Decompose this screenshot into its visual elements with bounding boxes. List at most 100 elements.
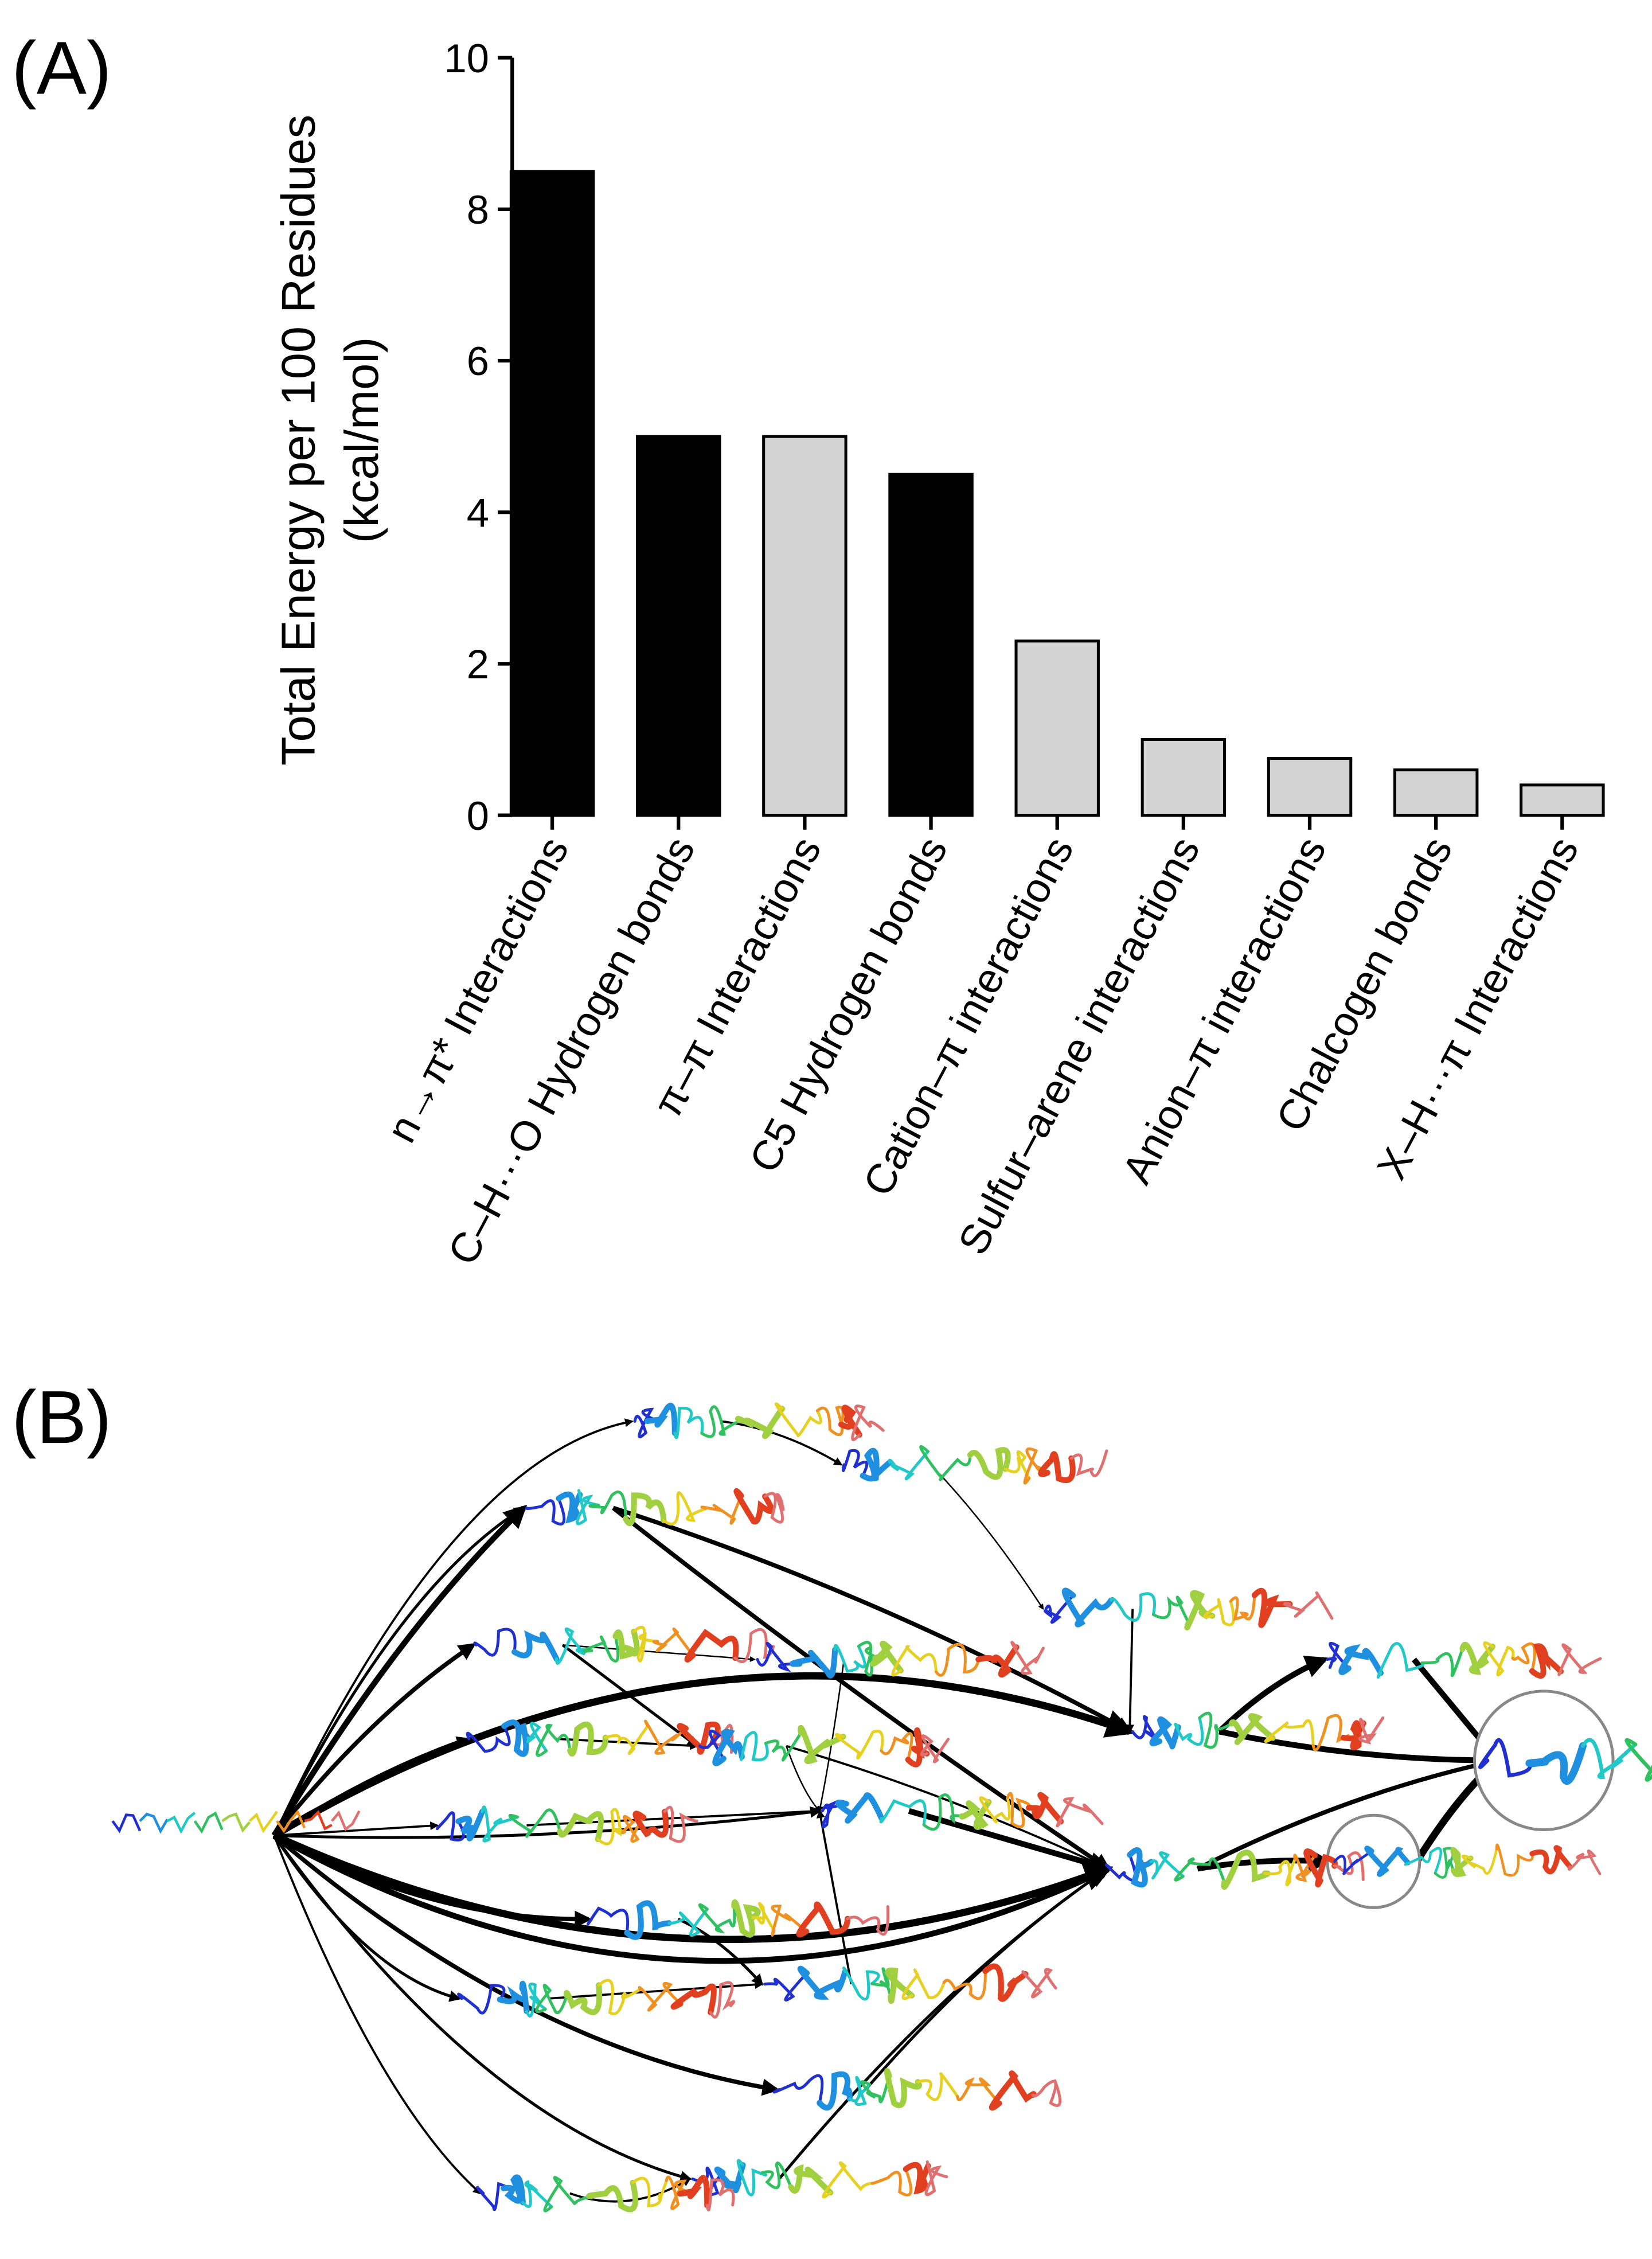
protein-structure (1044, 1587, 1334, 1630)
arrow (273, 1835, 692, 2182)
bar (1267, 757, 1353, 817)
chain-segment (705, 2178, 735, 2212)
chain-segment (841, 1449, 869, 1477)
protein-structure (1131, 1711, 1385, 1752)
chain-segment (497, 1981, 530, 2015)
arrow (272, 1833, 1112, 1964)
chain-segment (508, 1808, 561, 1838)
chain-segment (979, 1796, 1011, 1824)
arrow (612, 1505, 1133, 1734)
chain-segment (597, 1979, 642, 2016)
chain-segment (543, 2176, 593, 2213)
chain-segment (304, 1810, 333, 1831)
chain-segment (633, 1407, 658, 1438)
chain-segment (975, 1644, 1020, 1678)
chain-segment (1263, 1858, 1296, 1886)
chain-segment (771, 1905, 808, 1937)
chain-segment (1333, 1851, 1365, 1882)
chain-segment (967, 1447, 1011, 1480)
chain-segment (822, 2161, 874, 2199)
protein-structure (475, 2174, 735, 2213)
chain-segment (1311, 1714, 1350, 1752)
protein-structure (756, 1640, 1045, 1679)
protein-structure (698, 1725, 950, 1768)
chain-segment (1184, 1590, 1216, 1630)
chain-segment (501, 2174, 526, 2206)
bar (1141, 738, 1227, 817)
chain-segment (1557, 1643, 1602, 1676)
chain-segment (1203, 1598, 1235, 1626)
chain-segment (1003, 1450, 1031, 1480)
chain-segment (891, 1645, 938, 1677)
chain-segment (735, 1406, 786, 1439)
chain-segment (535, 1984, 568, 2015)
chain-segment (1131, 1715, 1161, 1743)
chain-segment (330, 1810, 361, 1832)
x-tick-label: C–H···O Hydrogen bonds (439, 829, 704, 1272)
bar (1520, 783, 1605, 817)
chain-segment (920, 1734, 950, 1763)
chain-segment (916, 2072, 959, 2101)
chain-segment (1151, 1595, 1190, 1625)
chain-segment (677, 1721, 721, 1755)
chain-segment (1056, 1797, 1104, 1828)
chain-segment (586, 1906, 630, 1934)
chain-segment (879, 1799, 927, 1827)
chain-segment (1228, 1713, 1276, 1745)
chain-segment (663, 1805, 698, 1843)
chain-segment (1174, 1716, 1204, 1746)
chain-segment (1529, 1845, 1573, 1875)
arrow (612, 1506, 1111, 1871)
chain-segment (1376, 1642, 1425, 1679)
arrow (1219, 1729, 1502, 1772)
chain-segment (612, 1628, 640, 1660)
chain-segment (870, 2167, 913, 2196)
protein-structure (772, 2068, 1062, 2111)
chain-segment (870, 1640, 904, 1673)
chain-segment (1021, 1968, 1057, 1999)
arrow (272, 1832, 1114, 1944)
chain-segment (435, 1811, 465, 1841)
chain-segment (1229, 1594, 1256, 1621)
chain-segment (1044, 1594, 1075, 1624)
arrow (272, 1672, 1135, 1839)
y-tick-label: 2 (467, 642, 489, 687)
chain-segment (631, 2176, 668, 2207)
chain-segment (1264, 1719, 1315, 1747)
chain-segment (1127, 1847, 1154, 1888)
arrow (786, 1746, 821, 1812)
chain-segment (511, 1630, 560, 1662)
chain-segment (1283, 1591, 1334, 1620)
chain-segment (736, 2159, 768, 2196)
chain-segment (1023, 1447, 1049, 1485)
chain-segment (1061, 1587, 1114, 1628)
chain-segment (1450, 1847, 1474, 1877)
chain-segment (525, 1983, 547, 2018)
chain-segment (1110, 1592, 1157, 1622)
chain-segment (942, 1969, 987, 2000)
chain-segment (760, 2161, 792, 2190)
y-tick-label: 4 (467, 490, 489, 535)
chain-segment (1251, 1587, 1293, 1628)
chain-segment (644, 1403, 678, 1436)
y-axis-label: (kcal/mol) (335, 337, 388, 544)
y-tick-label: 10 (444, 36, 489, 81)
chain-segment (1221, 1850, 1271, 1890)
chain-segment (751, 1902, 776, 1932)
chain-segment (860, 1448, 893, 1482)
chain-segment (764, 1731, 803, 1762)
protein-structure (586, 1899, 889, 1940)
chain-segment (111, 1813, 142, 1833)
chain-segment (677, 2175, 710, 2209)
chain-segment (857, 1641, 878, 1677)
chain-segment (501, 1719, 531, 1757)
folding-network (111, 1402, 1652, 2213)
arrow (273, 1835, 482, 2195)
arrow (930, 1464, 1044, 1610)
chain-segment (838, 1404, 862, 1438)
bar (762, 435, 848, 817)
chain-segment (1010, 1641, 1045, 1675)
protein-structure (466, 1719, 734, 1757)
